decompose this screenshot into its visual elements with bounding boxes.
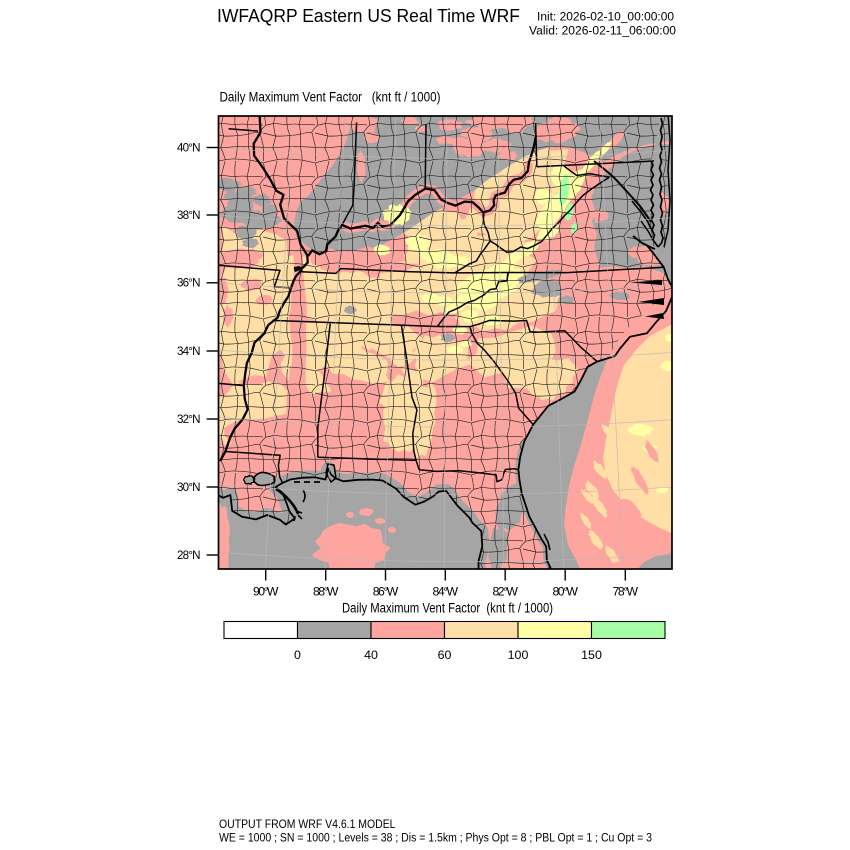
svg-text:0: 0	[294, 648, 301, 662]
svg-text:Daily Maximum Vent Factor (kn: Daily Maximum Vent Factor (knt ft / 1000…	[342, 601, 553, 616]
svg-text:OUTPUT FROM WRF V4.6.1 MODEL: OUTPUT FROM WRF V4.6.1 MODEL	[219, 817, 396, 831]
svg-text:38°N: 38°N	[177, 209, 201, 222]
svg-text:IWFAQRP Eastern US Real Time W: IWFAQRP Eastern US Real Time WRF	[217, 5, 520, 26]
svg-text:100: 100	[508, 648, 529, 662]
svg-text:82°W: 82°W	[492, 585, 518, 599]
svg-text:34°N: 34°N	[177, 345, 201, 358]
svg-text:60: 60	[438, 648, 452, 662]
svg-text:30°N: 30°N	[177, 481, 201, 494]
svg-text:32°N: 32°N	[177, 413, 201, 426]
svg-text:40: 40	[364, 648, 378, 662]
svg-text:28°N: 28°N	[177, 549, 201, 562]
svg-text:40°N: 40°N	[177, 141, 201, 154]
svg-text:Daily Maximum Vent Factor (k: Daily Maximum Vent Factor (knt ft / 1000…	[220, 89, 441, 104]
svg-text:36°N: 36°N	[177, 277, 201, 290]
svg-text:88°W: 88°W	[313, 585, 339, 599]
svg-text:80°W: 80°W	[552, 585, 578, 599]
svg-text:78°W: 78°W	[613, 585, 639, 599]
svg-text:Init: 2026-02-10_00:00:00: Init: 2026-02-10_00:00:00	[537, 10, 674, 24]
svg-text:Valid: 2026-02-11_06:00:00: Valid: 2026-02-11_06:00:00	[529, 24, 676, 38]
svg-text:86°W: 86°W	[373, 585, 399, 599]
svg-text:90°W: 90°W	[253, 585, 279, 599]
svg-text:WE = 1000 ; SN = 1000 ; Levels: WE = 1000 ; SN = 1000 ; Levels = 38 ; Di…	[219, 830, 652, 844]
svg-text:150: 150	[581, 648, 602, 662]
svg-text:84°W: 84°W	[433, 585, 459, 599]
